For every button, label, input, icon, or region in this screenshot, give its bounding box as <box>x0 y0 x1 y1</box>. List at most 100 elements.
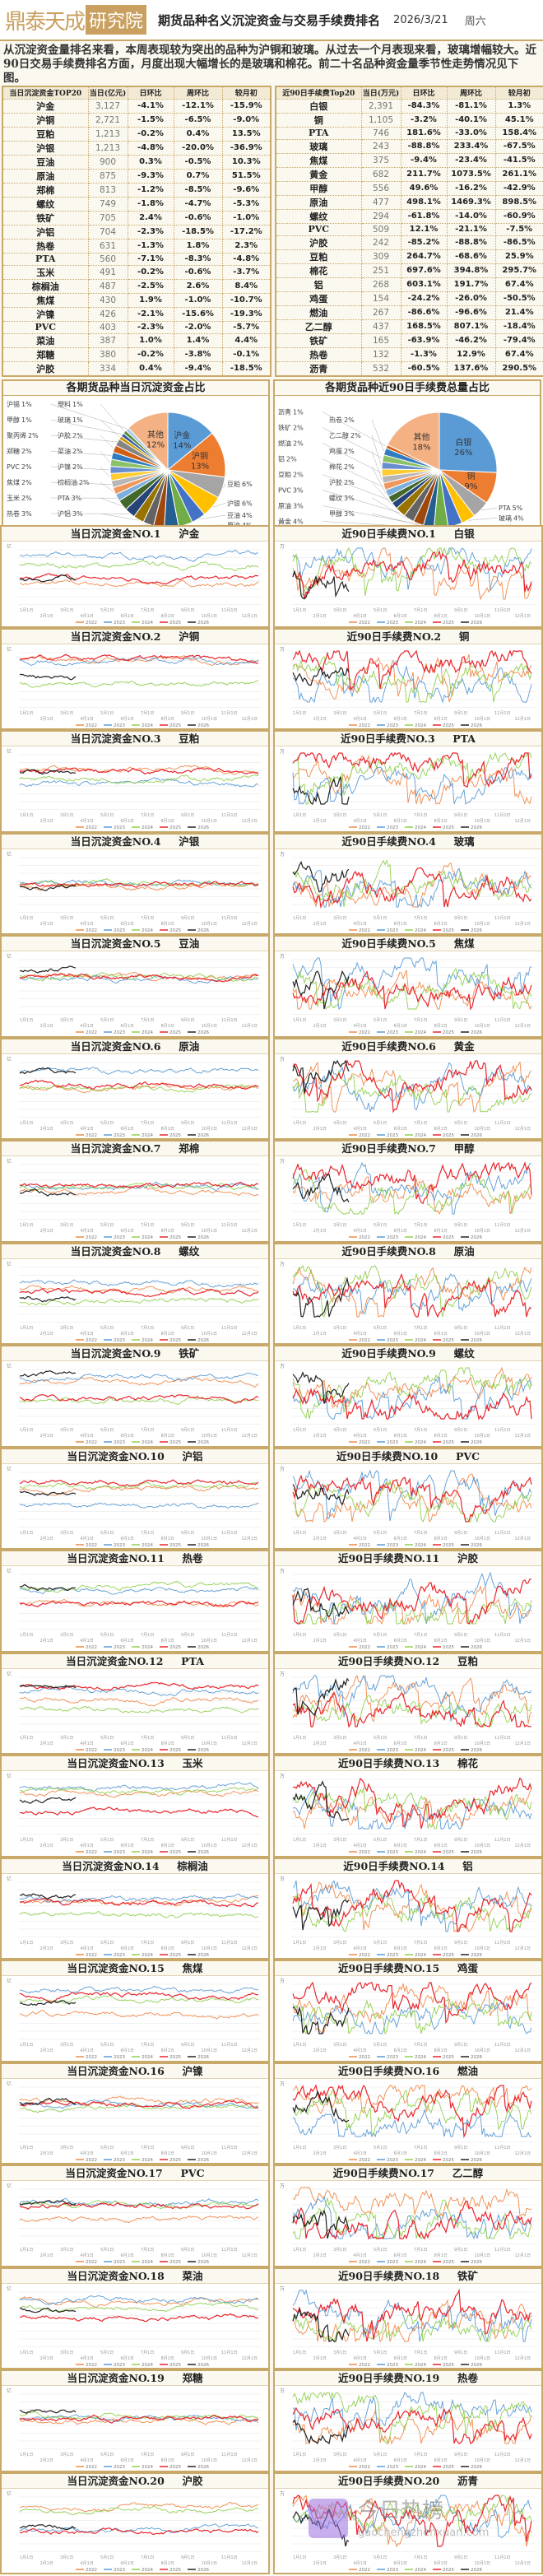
x-tick: 12月1日 <box>242 1639 258 1644</box>
pie-label: 沪镍 2% <box>58 463 83 471</box>
legend-label: 2023 <box>387 825 398 830</box>
table-row: 螺纹 749 -1.8% -4.7% -5.3% <box>2 196 272 212</box>
legend-label: 2023 <box>387 1338 398 1343</box>
x-tick: 10月1日 <box>475 922 491 927</box>
legend-label: 2024 <box>142 2568 153 2573</box>
x-tick: 2月1日 <box>313 717 327 722</box>
table-row: PVC 403 -2.3% -2.0% -5.7% <box>2 320 272 334</box>
x-tick: 2月1日 <box>40 1537 53 1541</box>
x-tick: 9月1日 <box>454 2453 467 2457</box>
amount: 268 <box>360 277 401 292</box>
x-tick: 5月1日 <box>100 1531 114 1536</box>
x-tick: 5月1日 <box>374 1326 387 1331</box>
x-tick: 10月1日 <box>202 717 218 722</box>
pie-leader-line <box>212 502 226 507</box>
legend-label: 2026 <box>197 723 209 728</box>
x-tick: 1月1日 <box>20 813 33 818</box>
capital-seasonal-chart: 当日沉淀资金NO.20 沪胶亿 1月1日 2月1日 3月1日 4月1日 5月1日 6月1日 7… <box>0 2471 270 2574</box>
legend-label: 2023 <box>387 1748 398 1753</box>
pie-label: 沪银 6% <box>227 499 253 507</box>
x-tick: 9月1日 <box>454 1838 467 1843</box>
x-tick: 5月1日 <box>100 1428 114 1433</box>
mtd-change: 21.4% <box>494 305 543 320</box>
legend-label: 2025 <box>169 2158 181 2163</box>
x-tick: 8月1日 <box>161 1332 174 1337</box>
fee-seasonal-chart: 近90日手续费NO.14 铝万 1月1日 2月1日 3月1日 4月1日 5月1日 6月1日 7… <box>273 1857 543 1960</box>
x-tick: 10月1日 <box>202 1332 218 1337</box>
x-tick: 2月1日 <box>40 1639 53 1644</box>
series-line-2022 <box>292 1983 532 2034</box>
pie-leader-line <box>100 513 138 520</box>
y-unit: 万 <box>280 2388 285 2394</box>
commodity-name: 豆粕 <box>2 126 89 142</box>
legend-label: 2026 <box>471 1338 482 1343</box>
amount: 132 <box>360 346 401 362</box>
legend-label: 2025 <box>443 2158 454 2163</box>
legend-label: 2025 <box>169 2055 181 2060</box>
daily-change: 211.7% <box>400 166 448 182</box>
daily-change: -2.3% <box>127 320 174 334</box>
legend-label: 2022 <box>359 1748 370 1753</box>
legend-label: 2025 <box>169 825 181 830</box>
amount: 403 <box>87 320 128 334</box>
series-line-2025 <box>19 1992 259 2002</box>
x-tick: 3月1日 <box>333 2453 346 2457</box>
pie-slice <box>387 411 440 471</box>
series-line-2025 <box>292 1160 532 1205</box>
daily-change: 168.5% <box>400 319 448 334</box>
legend-label: 2026 <box>197 2363 209 2368</box>
x-tick: 12月1日 <box>515 2151 531 2156</box>
y-unit: 亿 <box>7 646 12 653</box>
pie-label: 沪胶 2% <box>329 478 355 486</box>
series-line-2023 <box>19 1373 259 1383</box>
x-tick: 12月1日 <box>242 1434 258 1439</box>
x-tick: 3月1日 <box>333 2555 346 2560</box>
legend-label: 2022 <box>86 2465 97 2470</box>
legend-label: 2022 <box>86 825 97 830</box>
x-tick: 3月1日 <box>60 2248 73 2253</box>
x-tick: 2月1日 <box>313 1434 327 1439</box>
x-tick: 7月1日 <box>414 711 427 716</box>
x-tick: 11月1日 <box>494 2453 511 2457</box>
table-row: 沪金 3,127 -4.1% -12.1% -15.9% <box>2 98 272 114</box>
pie-leader-line <box>50 466 110 470</box>
commodity-name: PVC <box>275 222 362 236</box>
daily-change: -85.2% <box>400 235 448 250</box>
x-tick: 5月1日 <box>100 1941 114 1946</box>
x-tick: 5月1日 <box>374 2555 387 2560</box>
x-tick: 9月1日 <box>181 916 194 921</box>
mtd-change: -67.5% <box>494 138 543 154</box>
x-tick: 7月1日 <box>414 1428 427 1433</box>
x-tick: 7月1日 <box>414 2453 427 2457</box>
legend-label: 2024 <box>142 1543 153 1548</box>
x-tick: 6月1日 <box>121 1229 134 1234</box>
legend-label: 2025 <box>169 1235 181 1240</box>
x-tick: 6月1日 <box>121 2458 134 2463</box>
x-tick: 9月1日 <box>454 608 467 613</box>
series-line-2024 <box>292 2391 532 2444</box>
x-tick: 4月1日 <box>354 1537 367 1541</box>
legend-label: 2026 <box>197 928 209 933</box>
amount: 487 <box>87 278 128 294</box>
mtd-change: 13.5% <box>221 126 272 142</box>
legend-label: 2022 <box>86 1645 97 1650</box>
y-unit: 万 <box>280 1159 285 1165</box>
x-tick: 1月1日 <box>293 1428 306 1433</box>
x-tick: 9月1日 <box>454 1428 467 1433</box>
weekly-change: -46.2% <box>446 332 496 348</box>
pie-leader-line <box>371 481 394 506</box>
legend-label: 2024 <box>415 825 426 830</box>
x-tick: 6月1日 <box>394 2253 407 2258</box>
x-tick: 4月1日 <box>354 717 367 722</box>
x-tick: 9月1日 <box>181 2555 194 2560</box>
legend-label: 2025 <box>169 621 181 625</box>
pie-label: 豆粕 6% <box>227 479 253 487</box>
commodity-name: 焦煤 <box>275 152 362 168</box>
commodity-name: 豆油 <box>2 154 89 170</box>
legend-label: 2022 <box>86 2055 97 2060</box>
x-tick: 12月1日 <box>515 2356 531 2361</box>
series-line-2025 <box>19 1079 259 1090</box>
series-line-2022 <box>19 2416 259 2425</box>
daily-change: 697.6% <box>400 263 448 278</box>
pie-label: PVC 3% <box>278 486 304 494</box>
